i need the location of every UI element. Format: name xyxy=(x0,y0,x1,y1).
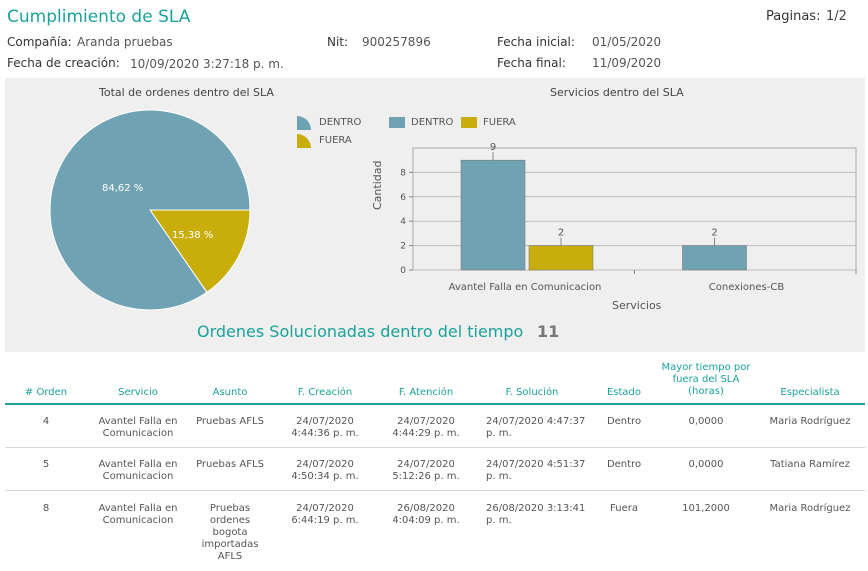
cell-especialista: Maria Rodríguez xyxy=(769,503,851,514)
pages-label: Paginas: xyxy=(766,9,821,24)
bar-ylabel: Cantidad xyxy=(371,160,384,210)
bar-value-label: 2 xyxy=(711,228,717,239)
cell-orden: 5 xyxy=(42,459,50,470)
cell-asunto: Pruebas AFLS xyxy=(196,459,264,470)
bar-ytick-label: 6 xyxy=(400,193,406,203)
bar-legend-fuera: FUERA xyxy=(483,117,516,128)
col-header-servicio: Servicio xyxy=(118,387,158,398)
cell-estado: Dentro xyxy=(606,416,642,427)
pie-slice-fuera xyxy=(149,209,251,293)
col-header-asunto: Asunto xyxy=(212,387,248,398)
bar-ytick-label: 0 xyxy=(400,266,406,276)
col-header-orden: # Orden xyxy=(24,387,68,398)
cell-mayor-tiempo: 101,2000 xyxy=(682,503,730,514)
table-header-rule xyxy=(5,403,865,405)
col-header-estado: Estado xyxy=(606,387,642,398)
cell-asunto: Pruebas ordenes bogota importadas AFLS xyxy=(201,503,259,562)
company-label: Compañía: xyxy=(7,35,72,49)
pie-legend-swatches xyxy=(297,116,311,148)
cell-solucion: 24/07/2020 4:51:37 p. m. xyxy=(486,459,586,482)
pie-legend-dentro: DENTRO xyxy=(319,117,362,128)
cell-orden: 8 xyxy=(42,503,50,514)
cell-servicio: Avantel Falla en Comunicacion xyxy=(98,503,178,526)
company-value: Aranda pruebas xyxy=(77,35,173,49)
start-date-label: Fecha inicial: xyxy=(497,35,575,49)
created-label: Fecha de creación: xyxy=(7,56,120,70)
summary-value: 11 xyxy=(537,322,560,341)
report-title: Cumplimiento de SLA xyxy=(7,7,191,27)
bar-ytick-label: 2 xyxy=(400,242,406,252)
row-divider xyxy=(5,447,865,448)
bar-dentro-1 xyxy=(682,245,747,271)
bar-chart-title: Servicios dentro del SLA xyxy=(550,86,684,99)
cell-especialista: Maria Rodríguez xyxy=(769,416,851,427)
bar-category-label: Avantel Falla en Comunicacion xyxy=(449,282,602,293)
cell-solucion: 24/07/2020 4:47:37 p. m. xyxy=(486,416,586,439)
cell-atencion: 24/07/2020 4:44:29 p. m. xyxy=(392,416,460,439)
cell-orden: 4 xyxy=(42,416,50,427)
cell-asunto: Pruebas AFLS xyxy=(196,416,264,427)
pie-chart: 84,62 % 15,38 % xyxy=(49,109,251,311)
pie-label-dentro: 84,62 % xyxy=(102,183,143,194)
cell-servicio: Avantel Falla en Comunicacion xyxy=(98,416,178,439)
cell-estado: Dentro xyxy=(606,459,642,470)
summary-label: Ordenes Solucionadas dentro del tiempo xyxy=(197,322,524,341)
bar-legend-swatch-dentro xyxy=(389,117,405,128)
pie-label-fuera: 15,38 % xyxy=(172,230,213,241)
end-date-label: Fecha final: xyxy=(497,56,566,70)
bar-legend-swatch-fuera xyxy=(461,117,477,128)
bar-ytick-label: 8 xyxy=(400,168,406,178)
cell-mayor-tiempo: 0,0000 xyxy=(688,416,724,427)
pie-slice-dentro xyxy=(49,109,251,311)
pages-value: 1/2 xyxy=(826,9,847,24)
col-header-especialista: Especialista xyxy=(780,387,840,398)
bar-value-label: 2 xyxy=(558,228,564,239)
nit-label: Nit: xyxy=(327,35,349,49)
bar-value-label: 9 xyxy=(490,142,496,153)
end-date-value: 11/09/2020 xyxy=(592,56,662,70)
col-header-mayor-tiempo: Mayor tiempo por fuera del SLA (horas) xyxy=(661,362,751,397)
cell-atencion: 26/08/2020 4:04:09 p. m. xyxy=(392,503,460,526)
cell-atencion: 24/07/2020 5:12:26 p. m. xyxy=(392,459,460,482)
legend-swatch-dentro xyxy=(297,116,311,130)
pie-legend-fuera: FUERA xyxy=(319,135,352,146)
cell-creacion: 24/07/2020 4:44:36 p. m. xyxy=(291,416,359,439)
col-header-creacion: F. Creación xyxy=(297,387,353,398)
created-value: 10/09/2020 3:27:18 p. m. xyxy=(130,57,284,71)
bar-ytick-label: 4 xyxy=(400,217,406,227)
legend-swatch-fuera xyxy=(297,134,311,148)
bar-category-label: Conexiones-CB xyxy=(709,282,785,293)
start-date-value: 01/05/2020 xyxy=(592,35,662,49)
cell-especialista: Tatiana Ramírez xyxy=(770,459,850,470)
nit-value: 900257896 xyxy=(362,35,431,49)
cell-creacion: 24/07/2020 4:50:34 p. m. xyxy=(291,459,359,482)
bar-legend-dentro: DENTRO xyxy=(411,117,454,128)
bar-fuera-0 xyxy=(528,245,594,271)
bar-dentro-0 xyxy=(460,159,526,271)
col-header-solucion: F. Solución xyxy=(505,387,559,398)
cell-servicio: Avantel Falla en Comunicacion xyxy=(98,459,178,482)
cell-creacion: 24/07/2020 6:44:19 p. m. xyxy=(291,503,359,526)
cell-mayor-tiempo: 0,0000 xyxy=(688,459,724,470)
cell-solucion: 26/08/2020 3:13:41 p. m. xyxy=(486,503,586,526)
col-header-atencion: F. Atención xyxy=(398,387,454,398)
bar-xlabel: Servicios xyxy=(612,299,662,312)
cell-estado: Fuera xyxy=(610,503,638,514)
pie-chart-title: Total de ordenes dentro del SLA xyxy=(99,86,274,99)
row-divider xyxy=(5,490,865,491)
bar-chart: 0 2 4 6 8 9 2 Avantel Falla en Comunicacion 2 Con… xyxy=(400,142,857,293)
